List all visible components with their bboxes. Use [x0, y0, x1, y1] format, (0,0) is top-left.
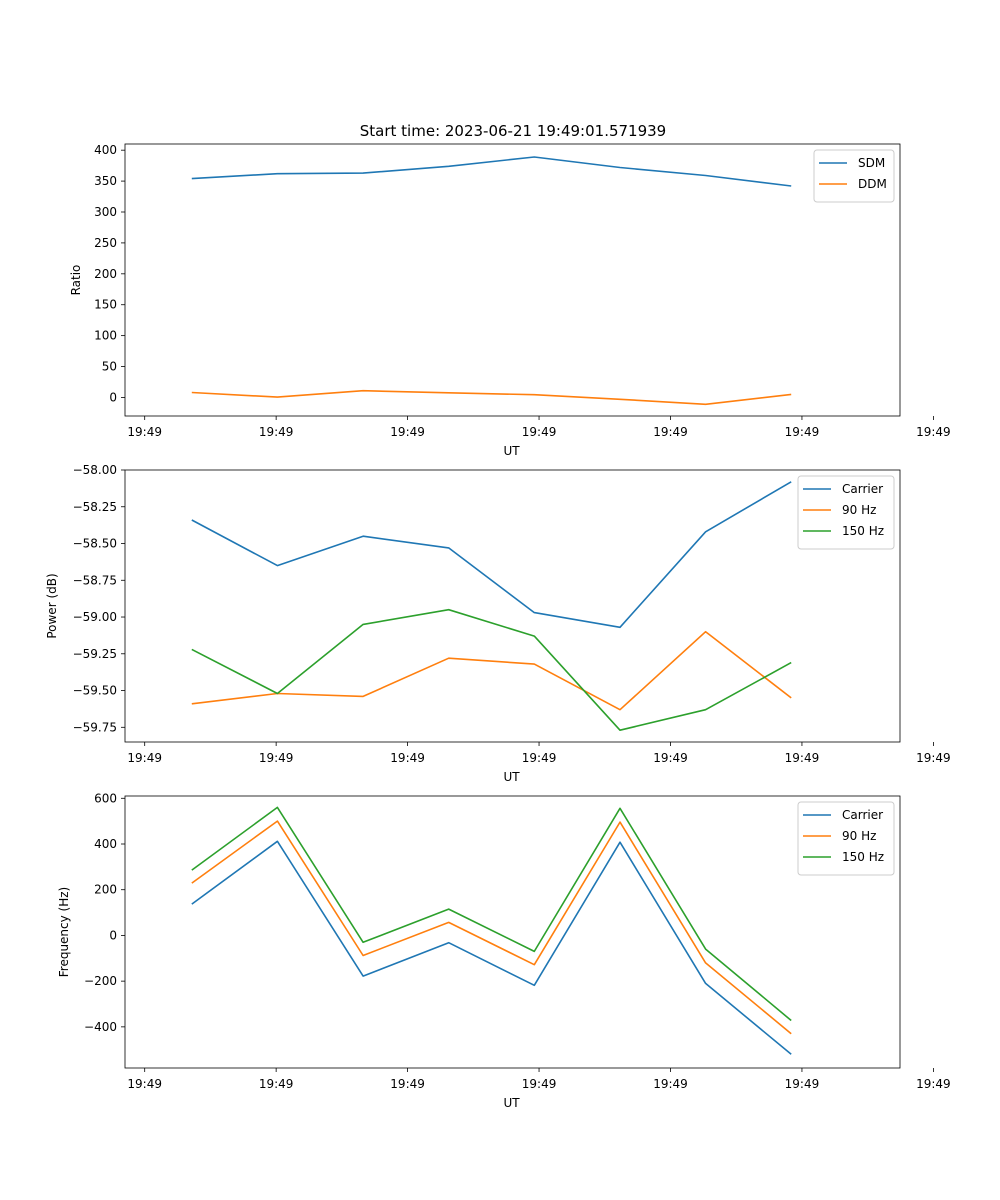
power-x-tick-label: 19:49	[653, 751, 688, 765]
power-x-axis-label: UT	[503, 770, 520, 784]
power-legend-label-90-hz: 90 Hz	[842, 503, 876, 517]
frequency-x-tick-label: 19:49	[653, 1077, 688, 1091]
frequency-legend-label-150-hz: 150 Hz	[842, 850, 884, 864]
power-x-tick-label: 19:49	[259, 751, 294, 765]
power-y-tick-label: −59.00	[73, 610, 117, 624]
ratio-y-tick-label: 300	[94, 205, 117, 219]
power-series-carrier-line	[191, 481, 792, 629]
frequency-legend-label-90-hz: 90 Hz	[842, 829, 876, 843]
power-y-tick-label: −59.50	[73, 684, 117, 698]
ratio-y-tick-label: 0	[109, 390, 117, 404]
power-series-150-hz-line	[191, 608, 792, 732]
chart-ratio: 19:49 19:49 19:49 19:49 19:49 19:49 19:49 0 50 10…	[69, 143, 951, 458]
frequency-y-tick-label: 0	[109, 928, 117, 942]
ratio-y-tick-label: 150	[94, 298, 117, 312]
frequency-y-axis-label: Frequency (Hz)	[57, 887, 71, 978]
power-series-90-hz-line	[191, 630, 792, 711]
ratio-x-tick-label: 19:49	[522, 425, 557, 439]
power-y-tick-label: −58.50	[73, 537, 117, 551]
frequency-series-150-hz-line	[191, 806, 792, 1022]
power-y-tick-label: −58.75	[73, 573, 117, 587]
ratio-x-tick-label: 19:49	[785, 425, 820, 439]
chart-power: 19:49 19:49 19:49 19:49 19:49 19:49 19:49 −59.7…	[45, 463, 951, 784]
frequency-x-tick-label: 19:49	[390, 1077, 425, 1091]
figure-title: Start time: 2023-06-21 19:49:01.571939	[360, 122, 666, 140]
ratio-x-tick-label: 19:49	[653, 425, 688, 439]
ratio-legend: SDM DDM	[813, 149, 895, 203]
ratio-y-tick-label: 50	[102, 360, 117, 374]
ratio-y-tick-label: 200	[94, 267, 117, 281]
power-legend-label-carrier: Carrier	[842, 482, 883, 496]
ratio-y-tick-label: 100	[94, 329, 117, 343]
frequency-x-tick-label: 19:49	[259, 1077, 294, 1091]
ratio-y-tick-label: 350	[94, 174, 117, 188]
ratio-series-sdm-line	[191, 156, 792, 187]
ratio-y-tick-label: 250	[94, 236, 117, 250]
chart-frequency: 19:49 19:49 19:49 19:49 19:49 19:49 19:49 −400 −…	[57, 791, 951, 1110]
power-legend-label-150-hz: 150 Hz	[842, 524, 884, 538]
frequency-series-carrier-line	[191, 840, 792, 1055]
frequency-y-tick-label: 600	[94, 791, 117, 805]
power-y-tick-label: −58.25	[73, 500, 117, 514]
frequency-legend-label-carrier: Carrier	[842, 808, 883, 822]
power-x-tick-label: 19:49	[390, 751, 425, 765]
power-x-tick-label: 19:49	[785, 751, 820, 765]
ratio-y-tick-label: 400	[94, 143, 117, 157]
power-x-tick-label: 19:49	[127, 751, 162, 765]
frequency-x-tick-label: 19:49	[785, 1077, 820, 1091]
ratio-legend-label-ddm: DDM	[858, 177, 887, 191]
ratio-legend-label-sdm: SDM	[858, 156, 885, 170]
ratio-y-axis-label: Ratio	[69, 265, 83, 296]
ratio-series-ddm-line	[191, 389, 792, 406]
power-y-tick-label: −58.00	[73, 463, 117, 477]
ratio-x-axis-label: UT	[503, 444, 520, 458]
power-y-axis-label: Power (dB)	[45, 573, 59, 638]
power-x-tick-label: 19:49	[916, 751, 951, 765]
ratio-x-tick-label: 19:49	[259, 425, 294, 439]
power-legend: Carrier 90 Hz 150 Hz	[797, 475, 895, 550]
frequency-y-tick-label: 200	[94, 883, 117, 897]
frequency-x-tick-label: 19:49	[916, 1077, 951, 1091]
frequency-x-axis-label: UT	[503, 1096, 520, 1110]
ratio-x-tick-label: 19:49	[390, 425, 425, 439]
frequency-x-tick-label: 19:49	[522, 1077, 557, 1091]
frequency-x-tick-label: 19:49	[127, 1077, 162, 1091]
frequency-legend: Carrier 90 Hz 150 Hz	[797, 801, 895, 876]
power-plot-frame	[124, 469, 901, 743]
ratio-plot-frame	[124, 143, 901, 417]
power-y-tick-label: −59.25	[73, 647, 117, 661]
frequency-y-tick-label: −400	[84, 1020, 117, 1034]
frequency-series-90-hz-line	[191, 820, 792, 1035]
ratio-x-tick-label: 19:49	[127, 425, 162, 439]
power-y-tick-label: −59.75	[73, 720, 117, 734]
frequency-y-tick-label: 400	[94, 837, 117, 851]
ratio-x-tick-label: 19:49	[916, 425, 951, 439]
frequency-y-tick-label: −200	[84, 974, 117, 988]
frequency-plot-frame	[124, 795, 901, 1069]
power-x-tick-label: 19:49	[522, 751, 557, 765]
